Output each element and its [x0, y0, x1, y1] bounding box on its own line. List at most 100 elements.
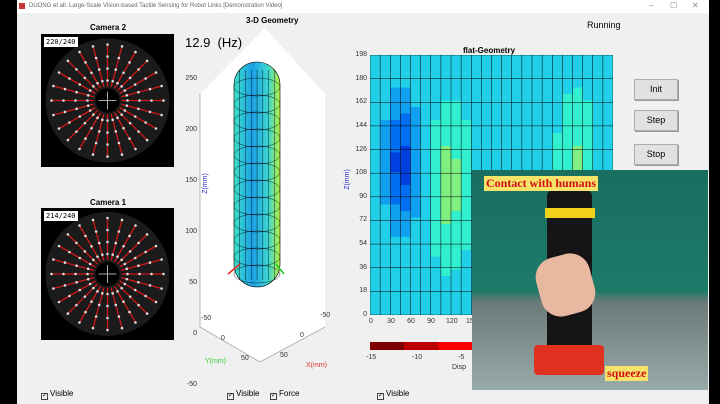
flat-y-tick: 90 — [359, 192, 367, 200]
heatmap-cell — [410, 282, 422, 290]
flat-visible-checkbox[interactable]: ✓ Visible — [377, 389, 409, 400]
heatmap-cell — [370, 100, 381, 108]
heatmap-cell — [552, 113, 563, 121]
heatmap-cell — [410, 237, 422, 244]
heatmap-cell — [562, 139, 573, 147]
heatmap-cell — [532, 74, 543, 82]
checkbox-label: Visible — [50, 389, 74, 398]
heatmap-cell — [461, 204, 472, 212]
heatmap-cell — [602, 113, 613, 121]
heatmap-cell — [491, 94, 503, 101]
heatmap-cell — [491, 55, 503, 62]
heatmap-cell — [430, 152, 442, 160]
heatmap-cell — [582, 113, 594, 121]
minimize-button[interactable]: – — [649, 1, 654, 10]
heatmap-cell — [410, 139, 422, 147]
heatmap-cell — [471, 107, 482, 114]
heatmap-cell — [582, 126, 594, 134]
step-button[interactable]: Step — [634, 110, 678, 131]
camera-visible-checkbox[interactable]: ✓ Visible — [41, 389, 73, 400]
heatmap-cell — [511, 74, 523, 82]
heatmap-cell — [602, 81, 613, 88]
heatmap-cell — [511, 55, 523, 62]
heatmap-cell — [451, 243, 462, 251]
heatmap-cell — [592, 55, 604, 62]
heatmap-cell — [552, 133, 563, 140]
heatmap-cell — [420, 68, 432, 75]
heatmap-cell — [420, 61, 432, 69]
heatmap-cell — [572, 94, 584, 101]
heatmap-cell — [511, 133, 523, 140]
heatmap-cell — [400, 211, 411, 218]
heatmap-cell — [461, 256, 472, 264]
heatmap-cell — [440, 139, 452, 147]
heatmap-cell — [440, 178, 452, 186]
close-button[interactable]: ✕ — [692, 1, 699, 10]
heatmap-cell — [451, 302, 462, 309]
geometry-visible-checkbox[interactable]: ✓ Visible — [227, 389, 259, 400]
heatmap-cell — [390, 224, 401, 231]
heatmap-cell — [370, 165, 381, 173]
title-bar: DUONG et all. Large-Scale Vision-based T… — [17, 0, 709, 13]
heatmap-cell — [501, 74, 513, 82]
init-button[interactable]: Init — [634, 79, 678, 100]
heatmap-cell — [370, 133, 381, 140]
heatmap-cell — [491, 87, 503, 95]
heatmap-cell — [440, 224, 452, 231]
heatmap-cell — [501, 159, 513, 166]
rate-readout: 12.9 (Hz) — [185, 35, 242, 50]
heatmap-cell — [430, 302, 442, 309]
heatmap-cell — [440, 204, 452, 212]
heatmap-cell — [532, 165, 543, 173]
geometry3d-plot[interactable] — [170, 22, 350, 367]
heatmap-cell — [451, 61, 462, 69]
heatmap-cell — [471, 139, 482, 147]
force-checkbox[interactable]: ✓ Force — [270, 389, 299, 400]
heatmap-cell — [390, 139, 401, 147]
heatmap-cell — [440, 211, 452, 218]
heatmap-cell — [430, 243, 442, 251]
flat-y-tick: 36 — [359, 263, 367, 271]
heatmap-cell — [521, 113, 533, 121]
heatmap-cell — [461, 165, 472, 173]
z-tick: 200 — [185, 126, 197, 133]
heatmap-cell — [430, 295, 442, 303]
heatmap-cell — [582, 152, 594, 160]
flat-x-tick: 90 — [427, 318, 435, 325]
heatmap-cell — [471, 159, 482, 166]
heatmap-cell — [370, 243, 381, 251]
heatmap-cell — [461, 87, 472, 95]
heatmap-cell — [430, 217, 442, 225]
heatmap-cell — [370, 282, 381, 290]
heatmap-cell — [481, 55, 492, 62]
heatmap-cell — [410, 81, 422, 88]
heatmap-cell — [380, 289, 391, 296]
heatmap-cell — [430, 198, 442, 205]
heatmap-cell — [390, 113, 401, 121]
heatmap-cell — [501, 126, 513, 134]
heatmap-cell — [461, 152, 472, 160]
heatmap-cell — [430, 308, 442, 315]
heatmap-cell — [390, 68, 401, 75]
heatmap-cell — [602, 165, 613, 173]
heatmap-cell — [390, 204, 401, 212]
heatmap-cell — [602, 68, 613, 75]
flat-y-tick: 54 — [359, 240, 367, 248]
heatmap-cell — [451, 81, 462, 88]
maximize-button[interactable]: ☐ — [670, 1, 678, 10]
heatmap-cell — [542, 74, 553, 82]
heatmap-cell — [420, 263, 432, 270]
heatmap-cell — [420, 172, 432, 179]
heatmap-cell — [440, 198, 452, 205]
flat-x-tick: 30 — [387, 318, 395, 325]
heatmap-cell — [400, 185, 411, 192]
heatmap-cell — [542, 120, 553, 127]
heatmap-cell — [491, 113, 503, 121]
z-axis-label: Z(mm) — [201, 173, 209, 194]
stop-button[interactable]: Stop — [634, 144, 678, 165]
heatmap-cell — [390, 126, 401, 134]
heatmap-cell — [440, 87, 452, 95]
heatmap-cell — [461, 211, 472, 218]
heatmap-cell — [400, 139, 411, 147]
heatmap-cell — [582, 68, 594, 75]
